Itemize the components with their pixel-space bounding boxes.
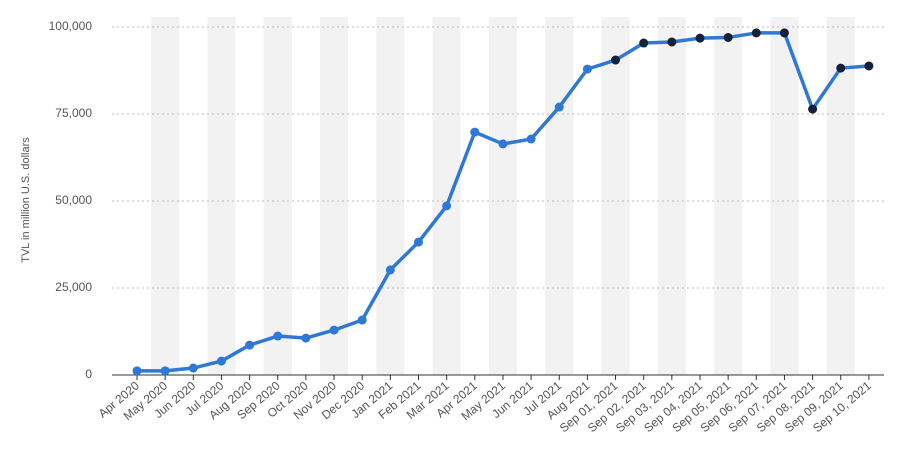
point — [779, 28, 789, 38]
band — [601, 17, 630, 375]
point — [132, 366, 142, 376]
point — [836, 63, 846, 73]
band — [151, 17, 180, 375]
y-tick-label: 50,000 — [55, 193, 92, 207]
y-tick-label: 25,000 — [55, 280, 92, 294]
point — [414, 237, 423, 247]
point — [470, 127, 480, 137]
point — [639, 38, 649, 48]
point — [554, 102, 564, 112]
y-axis-label: TVL in million U.S. dollars — [20, 137, 32, 263]
band — [826, 17, 855, 375]
point — [442, 201, 452, 211]
band — [657, 17, 686, 375]
point — [582, 64, 592, 74]
y-tick-label: 0 — [85, 367, 92, 381]
point — [301, 333, 311, 343]
band — [207, 17, 236, 375]
point — [526, 134, 536, 144]
point — [188, 363, 198, 373]
point — [329, 325, 339, 335]
point — [751, 28, 761, 38]
band — [432, 17, 461, 375]
band — [714, 17, 743, 375]
band — [319, 17, 349, 375]
band — [488, 17, 518, 375]
point — [357, 315, 367, 325]
point — [864, 61, 874, 71]
point — [160, 366, 170, 376]
point — [498, 139, 508, 149]
background-bands — [151, 17, 855, 375]
point — [216, 356, 226, 366]
y-tick-label: 100,000 — [49, 19, 93, 33]
band — [376, 17, 405, 375]
point — [245, 340, 255, 350]
band — [263, 17, 292, 375]
point — [667, 37, 677, 47]
point — [385, 265, 395, 275]
y-tick-label: 75,000 — [55, 106, 92, 120]
point — [273, 331, 283, 341]
band — [770, 17, 799, 375]
point — [723, 32, 733, 42]
point — [695, 33, 705, 43]
band — [545, 17, 574, 375]
point — [611, 55, 621, 65]
point — [808, 104, 818, 114]
